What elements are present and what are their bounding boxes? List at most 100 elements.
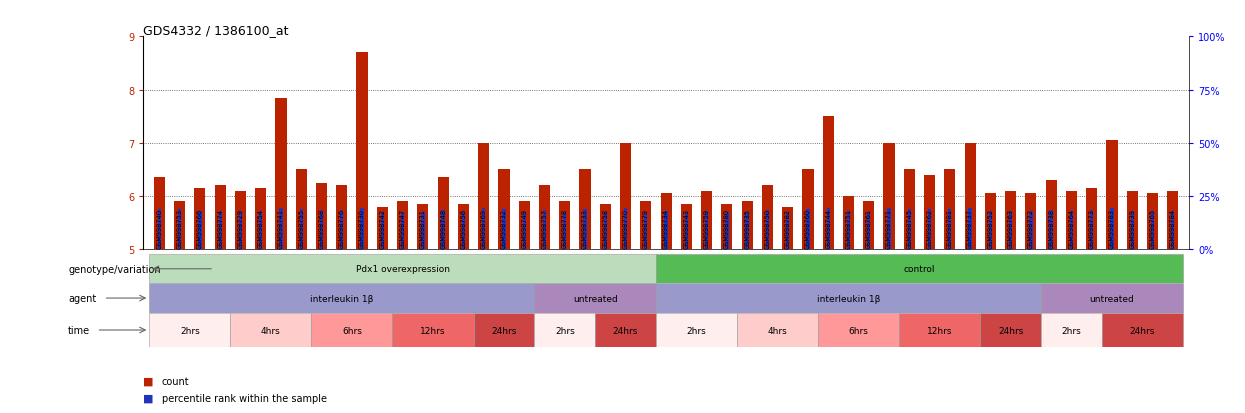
Bar [239,211,242,250]
Bar [867,213,870,250]
Bar [563,213,566,250]
Bar [300,210,303,250]
Bar [1091,211,1093,250]
Bar [1150,211,1154,250]
Bar [523,213,525,250]
Text: GSM998781: GSM998781 [946,208,952,248]
Bar [421,213,425,250]
Text: GSM998779: GSM998779 [642,208,649,248]
Text: GSM998757: GSM998757 [542,208,548,248]
Text: interleukin 1β: interleukin 1β [817,294,880,303]
Text: 24hrs: 24hrs [613,326,639,335]
Bar [458,204,469,250]
Text: GSM998772: GSM998772 [1028,208,1033,248]
Text: GSM998751: GSM998751 [845,208,852,248]
Text: 24hrs: 24hrs [492,326,517,335]
Bar [1069,211,1073,250]
Text: ■: ■ [143,393,153,403]
Text: untreated: untreated [573,294,618,303]
Text: GSM998782: GSM998782 [784,208,791,248]
Text: GSM998774: GSM998774 [217,208,223,248]
Text: control: control [904,265,935,273]
Bar [198,211,202,250]
Text: 24hrs: 24hrs [998,326,1023,335]
Bar [316,183,327,250]
Bar [178,210,182,250]
Bar [1130,211,1134,250]
Text: GSM998745: GSM998745 [906,208,913,248]
Bar [888,209,890,250]
Text: GSM998768: GSM998768 [319,208,325,248]
Bar [1102,313,1183,347]
Bar [482,209,486,250]
Bar [746,213,748,250]
Text: GSM998750: GSM998750 [764,208,771,248]
Bar [214,186,225,250]
Bar [705,211,708,250]
Bar [149,283,534,313]
Text: GSM998780: GSM998780 [723,208,730,248]
Text: GSM998753: GSM998753 [177,208,183,248]
Text: GSM998744: GSM998744 [825,208,832,248]
Bar [721,204,732,250]
Bar [944,170,955,250]
Bar [847,211,850,250]
Text: GSM998741: GSM998741 [278,208,284,248]
Bar [1008,211,1012,250]
Bar [473,313,534,347]
Bar [1046,180,1057,250]
Text: GSM998729: GSM998729 [238,208,244,248]
Text: GSM998737: GSM998737 [967,208,974,248]
Bar [604,213,608,250]
Text: GSM998742: GSM998742 [380,208,386,248]
Text: 2hrs: 2hrs [555,326,575,335]
Text: GSM998770: GSM998770 [622,208,629,248]
Text: GSM998730: GSM998730 [359,208,365,248]
Bar [1127,191,1138,250]
Text: GSM998773: GSM998773 [1088,208,1094,248]
Bar [194,189,205,250]
Bar [149,313,230,347]
Bar [1172,211,1174,250]
Text: ■: ■ [143,376,153,386]
Text: untreated: untreated [1089,294,1134,303]
Text: GSM998739: GSM998739 [1129,208,1135,248]
Text: GSM998748: GSM998748 [441,208,446,248]
Text: 12hrs: 12hrs [928,326,952,335]
Text: percentile rank within the sample: percentile rank within the sample [162,393,327,403]
Bar [818,313,899,347]
Text: 4hrs: 4hrs [768,326,787,335]
Bar [904,170,915,250]
Text: GSM998743: GSM998743 [684,208,690,248]
Text: GSM998760: GSM998760 [806,208,810,248]
Bar [279,208,283,250]
Bar [539,186,550,250]
Bar [989,211,992,250]
Bar [437,178,448,250]
Bar [219,211,222,250]
Bar [843,197,854,250]
Bar [656,255,1183,283]
Bar [255,189,266,250]
Bar [624,209,627,250]
Bar [802,170,813,250]
Bar [377,207,388,250]
Text: GSM998735: GSM998735 [745,208,751,248]
Bar [1026,194,1037,250]
Bar [401,213,405,250]
Text: GDS4332 / 1386100_at: GDS4332 / 1386100_at [143,24,289,37]
Text: GSM998763: GSM998763 [1007,208,1013,248]
Bar [1050,211,1053,250]
Text: GSM998747: GSM998747 [400,208,406,248]
Bar [1041,283,1183,313]
Bar [1005,191,1016,250]
Text: GSM998765: GSM998765 [1149,208,1155,248]
Bar [681,204,692,250]
Bar [498,170,509,250]
Bar [985,194,996,250]
Bar [584,210,586,250]
Text: GSM998752: GSM998752 [987,208,994,248]
Bar [519,202,530,250]
Bar [462,213,466,250]
Text: GSM998754: GSM998754 [258,208,264,248]
